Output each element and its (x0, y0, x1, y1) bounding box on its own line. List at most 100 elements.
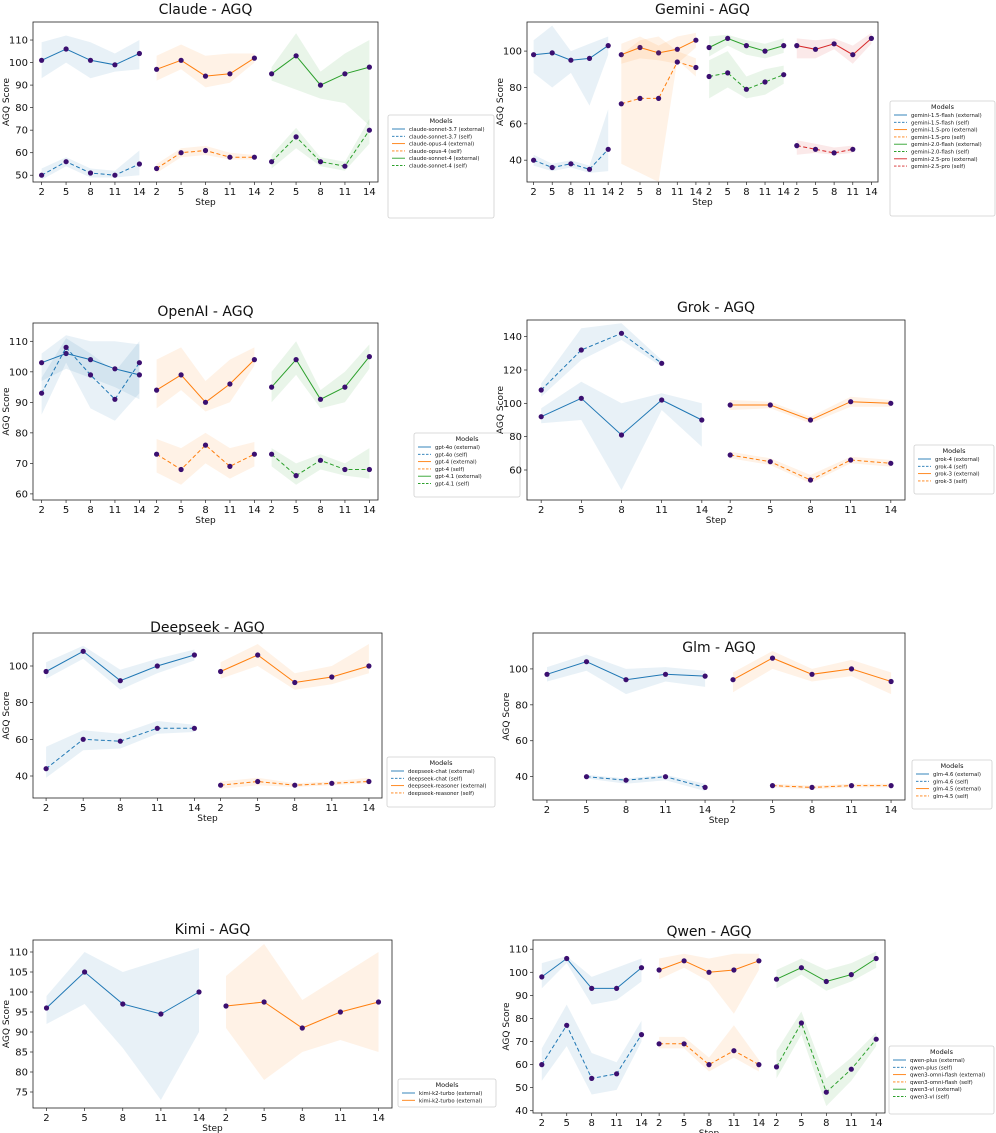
y-tick-label: 120 (503, 366, 522, 377)
x-tick-label: 5 (769, 805, 775, 816)
y-axis-label: AGQ Score (502, 1002, 512, 1051)
chart-title: Gemini - AGQ (655, 2, 750, 18)
data-point (269, 384, 275, 390)
x-tick-label: 11 (224, 505, 237, 516)
chart-title: Deepseek - AGQ (150, 620, 265, 636)
data-point (743, 86, 750, 92)
data-point (706, 1062, 712, 1068)
x-axis-label: Step (202, 1124, 223, 1133)
x-tick-label: 8 (743, 187, 749, 198)
y-tick-label: 110 (9, 948, 28, 959)
legend-entry: gemini-2.0-flash (self) (911, 150, 969, 156)
data-point (637, 95, 643, 101)
legend-entry: gemini-1.5-flash (external) (911, 113, 982, 119)
y-tick-label: 100 (503, 47, 522, 58)
x-tick-label: 14 (133, 505, 146, 516)
x-tick-label: 14 (777, 187, 790, 198)
x-tick-label: 14 (752, 1118, 765, 1129)
data-point (375, 999, 382, 1005)
data-point (798, 965, 805, 971)
x-tick-label: 11 (655, 505, 668, 516)
data-point (812, 46, 819, 52)
data-point (762, 79, 768, 85)
chart-title: Grok - AGQ (677, 300, 755, 316)
legend-title: Models (456, 435, 480, 443)
data-point (848, 457, 854, 463)
legend-entry: grok-3 (external) (935, 472, 980, 478)
legend-entry: gemini-2.5-pro (external) (911, 157, 978, 163)
data-point (112, 366, 118, 372)
x-tick-label: 5 (261, 1113, 267, 1124)
data-point (618, 52, 624, 58)
data-point (656, 1041, 662, 1047)
data-point (589, 1075, 595, 1081)
x-tick-label: 5 (637, 187, 643, 198)
data-point (191, 652, 197, 658)
confidence-band (46, 645, 195, 690)
x-tick-label: 14 (695, 505, 708, 516)
x-tick-label: 8 (568, 187, 574, 198)
data-point (539, 974, 545, 980)
legend-entry: qwen3-vl (external) (910, 1087, 962, 1093)
series-gemini-1-5-pro-self- (618, 36, 699, 182)
confidence-band (156, 347, 255, 412)
x-tick-label: 11 (334, 1113, 347, 1124)
legend-entry: gemini-1.5-flash (self) (911, 120, 969, 126)
series-claude-sonnet-3-7-self- (39, 150, 142, 180)
data-point (329, 674, 335, 680)
data-point (702, 673, 708, 679)
x-tick-label: 11 (845, 1118, 858, 1129)
x-tick-label: 2 (43, 803, 49, 814)
x-axis-label: Step (706, 516, 727, 526)
data-point (614, 985, 620, 992)
x-tick-label: 14 (363, 187, 376, 198)
x-tick-label: 14 (870, 1118, 883, 1129)
x-tick-label: 8 (120, 1113, 126, 1124)
data-point (538, 387, 544, 393)
data-point (342, 71, 348, 77)
x-tick-label: 2 (539, 1118, 545, 1129)
series-claude-sonnet-4-external- (269, 33, 372, 126)
confidence-band (547, 654, 706, 695)
data-point (809, 671, 815, 677)
data-point (549, 50, 555, 56)
data-point (798, 1020, 805, 1026)
legend-entry: gemini-1.5-pro (external) (911, 128, 978, 134)
data-point (674, 59, 680, 65)
x-tick-label: 2 (794, 187, 800, 198)
data-point (63, 350, 69, 357)
data-point (202, 442, 209, 448)
data-point (43, 1005, 50, 1011)
chart-panel-8: Qwen - AGQ 40 50 60 70 80 90 100 110 AGQ Score 2 5 8… (502, 924, 995, 1133)
x-tick-label: 14 (635, 1118, 648, 1129)
data-point (743, 43, 750, 49)
data-point (706, 73, 712, 80)
plot-frame (532, 632, 906, 801)
x-tick-label: 5 (80, 803, 86, 814)
confidence-band (271, 118, 370, 171)
x-tick-label: 11 (659, 805, 672, 816)
legend-entry: gemini-2.0-flash (external) (911, 142, 982, 148)
data-point (730, 677, 736, 683)
data-point (196, 989, 202, 995)
y-tick-label: 80 (15, 103, 28, 114)
data-point (681, 958, 687, 964)
x-tick-label: 5 (549, 187, 555, 198)
series-deepseek-reasoner-self- (218, 777, 372, 789)
data-point (531, 157, 537, 163)
series-gpt-4-1-external- (269, 341, 372, 409)
y-tick-label: 80 (509, 83, 522, 94)
legend-box (913, 444, 995, 495)
data-point (781, 72, 787, 78)
x-tick-label: 8 (823, 1118, 829, 1129)
data-point (317, 396, 324, 402)
data-point (63, 46, 69, 52)
x-tick-label: 11 (339, 187, 352, 198)
legend-title: Models (941, 762, 965, 770)
legend-box (386, 756, 496, 808)
data-point (564, 1022, 570, 1028)
plot-frame (32, 939, 393, 1109)
x-tick-label: 11 (728, 1118, 741, 1129)
data-point (223, 1003, 229, 1009)
x-tick-label: 5 (293, 187, 299, 198)
